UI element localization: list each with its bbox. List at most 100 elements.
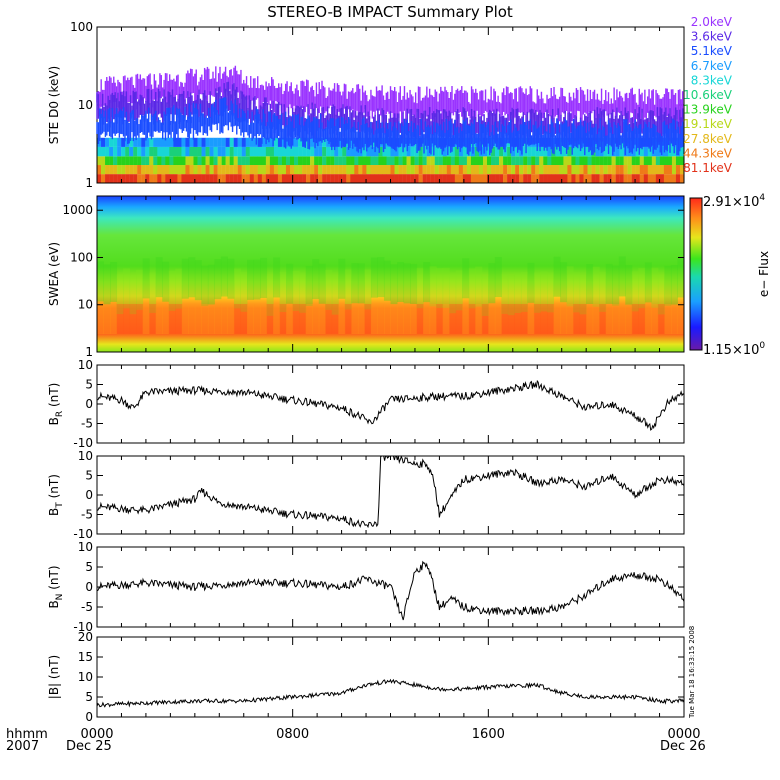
ste-stripe <box>209 146 214 157</box>
swea-band <box>390 264 398 305</box>
ste-stripe <box>109 174 114 183</box>
ste-stripe <box>241 174 246 183</box>
ste-stripe <box>298 146 303 157</box>
energy-legend-label: 6.7keV <box>691 59 733 73</box>
ste-stripe <box>454 165 460 175</box>
swea-band <box>553 304 561 334</box>
ste-stripe <box>527 146 532 157</box>
bn-line <box>96 560 685 621</box>
ste-stripe <box>438 156 443 166</box>
ste-stripe <box>149 165 154 175</box>
ste-stripe <box>679 146 685 157</box>
ste-stripe <box>310 146 315 157</box>
y-tick-label: 5 <box>85 560 93 574</box>
ste-stripe <box>410 146 415 157</box>
swea-band <box>670 304 678 334</box>
ste-stripe <box>133 174 138 183</box>
ste-stripe <box>253 146 259 157</box>
ste-stripe <box>555 156 560 166</box>
colorbar-min-label: 1.15×100 <box>703 341 765 358</box>
ste-stripe <box>563 156 568 166</box>
ste-stripe <box>173 156 178 166</box>
bmag-y-ticks: 0 5 10 15 20 <box>78 630 685 724</box>
ste-stripe <box>627 165 632 175</box>
ste-stripe <box>137 156 142 166</box>
ste-stripe <box>253 165 259 175</box>
ste-stripe <box>129 156 134 166</box>
ste-stripe <box>185 174 190 183</box>
ste-stripe <box>121 156 126 166</box>
ste-stripe <box>149 156 154 166</box>
ste-stripe <box>390 174 395 183</box>
swea-band <box>129 304 137 334</box>
ste-stripe <box>450 165 456 175</box>
swea-band <box>579 274 587 315</box>
ste-stripe <box>635 165 640 175</box>
y-tick-label: -10 <box>73 620 93 634</box>
ste-stripe <box>503 165 508 175</box>
swea-band <box>142 258 150 299</box>
swea-band <box>403 263 411 304</box>
ste-stripe <box>105 146 110 157</box>
swea-band <box>533 304 541 334</box>
swea-band <box>644 304 652 334</box>
ste-stripe <box>257 146 263 157</box>
swea-band <box>260 257 268 298</box>
ste-stripe <box>249 174 254 183</box>
ste-stripe <box>157 146 162 157</box>
ste-stripe <box>583 174 588 183</box>
ste-stripe <box>615 156 620 166</box>
swea-band <box>253 259 261 300</box>
ste-stripe <box>302 174 307 183</box>
ste-stripe <box>201 146 206 157</box>
timestamp: Tue Mar 18 16:33:15 2008 <box>688 626 696 719</box>
ste-stripe <box>426 146 431 157</box>
ste-stripe <box>109 156 114 166</box>
ste-stripe <box>362 146 367 157</box>
ste-stripe <box>105 165 110 175</box>
ste-stripe <box>294 165 299 175</box>
ste-stripe <box>109 146 114 157</box>
ste-stripe <box>446 156 451 166</box>
ste-stripe <box>627 156 632 166</box>
ste-stripe <box>289 146 295 157</box>
ste-stripe <box>310 174 315 183</box>
ste-stripe <box>330 174 335 183</box>
ste-stripe <box>161 137 166 147</box>
ste-stripe <box>334 156 339 166</box>
ste-stripe <box>358 156 363 166</box>
ste-stripe <box>326 165 331 175</box>
bt-ylabel: BT (nT) <box>47 474 65 516</box>
y-tick-label: 0 <box>85 580 93 594</box>
ste-stripe <box>535 165 540 175</box>
y-tick-label: -5 <box>81 600 93 614</box>
ste-stripe <box>338 165 343 175</box>
ste-stripe <box>579 174 584 183</box>
swea-band <box>155 257 163 298</box>
swea-band <box>397 262 405 303</box>
ste-stripe <box>394 165 399 175</box>
ste-stripe <box>583 156 588 166</box>
ste-stripe <box>169 146 174 157</box>
ste-stripe <box>217 156 222 166</box>
y-tick-label: 0 <box>85 710 93 724</box>
ste-stripe <box>161 156 166 166</box>
ylabel-unit: (nT) <box>47 383 61 411</box>
ste-stripe <box>406 165 411 175</box>
x-tick-label: 0000 <box>80 727 113 742</box>
ste-stripe <box>499 156 504 166</box>
y-tick-label: -10 <box>73 527 93 541</box>
ste-stripe <box>587 174 592 183</box>
swea-band <box>305 265 313 306</box>
ste-stripe <box>294 156 299 166</box>
ste-stripe <box>575 165 580 175</box>
ste-stripe <box>519 156 524 166</box>
swea-band <box>318 304 326 334</box>
ste-stripe <box>209 137 214 147</box>
ste-stripe <box>567 165 572 175</box>
ste-stripe <box>141 137 146 147</box>
swea-band <box>442 267 450 308</box>
ste-stripe <box>378 174 383 183</box>
swea-band <box>351 304 359 334</box>
ste-stripe <box>310 165 315 175</box>
